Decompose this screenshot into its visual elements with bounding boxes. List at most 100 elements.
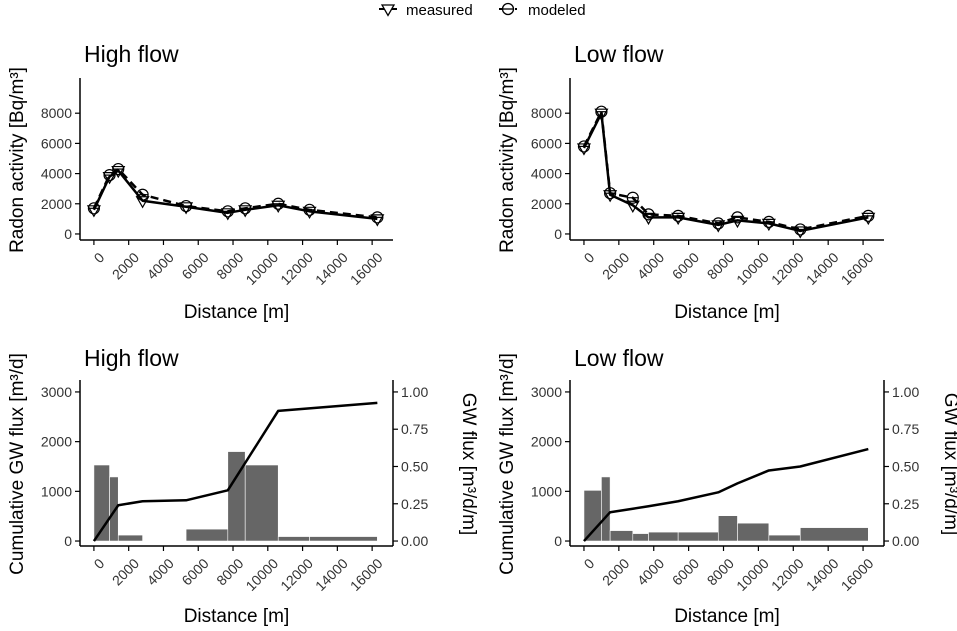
x-tick-label: 4000 — [634, 555, 667, 588]
gw-flux-bar — [799, 527, 869, 542]
measured-point — [625, 200, 640, 213]
y-axis-title: Cumulative GW flux [m³/d] — [497, 353, 518, 575]
measured-point — [220, 208, 235, 221]
y-tick-label: 0 — [64, 226, 72, 242]
cumulative-gw-flux-line — [92, 401, 378, 542]
secondary-y-tick-label: 0.25 — [892, 496, 919, 512]
legend: measured modeled — [379, 2, 586, 19]
y-tick-label: 3000 — [41, 384, 72, 400]
x-tick-label: 2000 — [109, 555, 142, 588]
measured-point — [370, 214, 385, 227]
panel-title: High flow — [84, 41, 179, 67]
y-tick-label: 4000 — [531, 166, 562, 182]
modeled-point — [712, 217, 725, 230]
panel-low-flow-gw-flux: Low flow Distance [m] Cumulative GW flux [… — [497, 345, 957, 627]
panel-title: Low flow — [574, 41, 664, 67]
series-line-measured — [582, 111, 869, 233]
panel-high-flow-gw-flux: High flow Distance [m] Cumulative GW flux … — [7, 345, 479, 627]
modeled-point — [371, 211, 384, 224]
y-tick-label: 4000 — [41, 166, 72, 182]
modeled-point — [762, 215, 775, 228]
y-tick-label: 6000 — [41, 135, 72, 151]
gw-flux-bar — [768, 534, 801, 542]
y-tick-label: 3000 — [531, 384, 562, 400]
gw-flux-bar — [309, 536, 378, 542]
legend-label-measured: measured — [406, 2, 473, 19]
measured-point — [594, 108, 609, 121]
measured-point — [793, 226, 808, 239]
x-tick-label: 16000 — [838, 249, 877, 288]
x-tick-label: 12000 — [277, 249, 316, 288]
x-tick-label: 10000 — [733, 555, 772, 594]
x-tick-label: 6000 — [178, 555, 211, 588]
x-tick-label: 6000 — [669, 555, 702, 588]
measured-point — [861, 212, 876, 226]
y-tick-label: 8000 — [531, 105, 562, 121]
measured-point — [271, 200, 286, 213]
modeled-point — [672, 209, 685, 222]
modeled-point — [221, 205, 234, 218]
x-tick-label: 16000 — [347, 555, 386, 594]
measured-point — [603, 190, 618, 203]
modeled-point — [103, 168, 116, 182]
gw-flux-bar — [583, 490, 602, 542]
legend-item-measured: measured — [379, 2, 473, 19]
secondary-y-tick-label: 1.00 — [401, 384, 428, 400]
x-tick-label: 12000 — [768, 555, 807, 594]
x-tick-label: 16000 — [838, 555, 877, 594]
measured-point — [761, 218, 776, 232]
gw-flux-bar — [648, 531, 679, 542]
measured-point — [102, 172, 117, 185]
measured-point — [730, 215, 745, 229]
y-tick-label: 0 — [64, 533, 72, 549]
x-tick-label: 16000 — [347, 249, 386, 288]
modeled-point — [87, 202, 101, 215]
x-tick-label: 6000 — [669, 249, 702, 282]
y-tick-label: 2000 — [41, 196, 72, 212]
x-tick-label: 14000 — [312, 555, 351, 594]
modeled-point — [595, 105, 608, 118]
measured-point — [86, 205, 101, 218]
modeled-point — [577, 140, 591, 153]
secondary-y-tick-label: 0.50 — [892, 458, 919, 474]
gw-flux-bar — [737, 522, 770, 542]
measured-point — [641, 212, 656, 226]
modeled-point — [239, 202, 252, 215]
modeled-point — [112, 162, 125, 176]
x-axis-title: Distance [m] — [674, 302, 780, 323]
x-tick-label: 8000 — [213, 249, 246, 282]
y-tick-label: 0 — [554, 226, 562, 242]
x-tick-label: 8000 — [704, 249, 737, 282]
gw-flux-bar — [632, 533, 649, 542]
series-line-modeled — [582, 107, 869, 231]
panel-title: Low flow — [574, 345, 664, 371]
secondary-y-tick-label: 0.00 — [401, 533, 428, 549]
x-tick-label: 8000 — [704, 555, 737, 588]
y-axis-title: Radon activity [Bq/m³] — [497, 67, 518, 253]
x-axis-title: Distance [m] — [184, 302, 290, 323]
cumulative-gw-flux-line — [583, 447, 869, 542]
measured-point — [135, 196, 150, 209]
x-tick-label: 4000 — [144, 555, 177, 588]
gw-flux-bar — [677, 531, 719, 542]
y-tick-label: 1000 — [531, 483, 562, 499]
x-tick-label: 0 — [91, 555, 108, 572]
modeled-point — [272, 197, 285, 210]
secondary-y-tick-label: 0.50 — [401, 458, 428, 474]
y-tick-label: 1000 — [41, 483, 72, 499]
modeled-point — [862, 209, 875, 222]
measured-point — [711, 220, 726, 233]
measured-point — [576, 143, 591, 156]
x-tick-label: 2000 — [109, 249, 142, 282]
gw-flux-bar — [185, 528, 229, 542]
x-tick-label: 6000 — [178, 249, 211, 282]
gw-flux-bar — [117, 534, 143, 542]
gw-flux-bar — [717, 515, 738, 542]
legend-label-modeled: modeled — [528, 2, 586, 19]
y-axis-title: Radon activity [Bq/m³] — [7, 67, 28, 253]
x-axis-title: Distance [m] — [184, 606, 290, 627]
x-tick-label: 8000 — [213, 555, 246, 588]
modeled-point — [794, 223, 807, 236]
secondary-y-tick-label: 0.75 — [892, 421, 919, 437]
x-tick-label: 10000 — [242, 249, 281, 288]
